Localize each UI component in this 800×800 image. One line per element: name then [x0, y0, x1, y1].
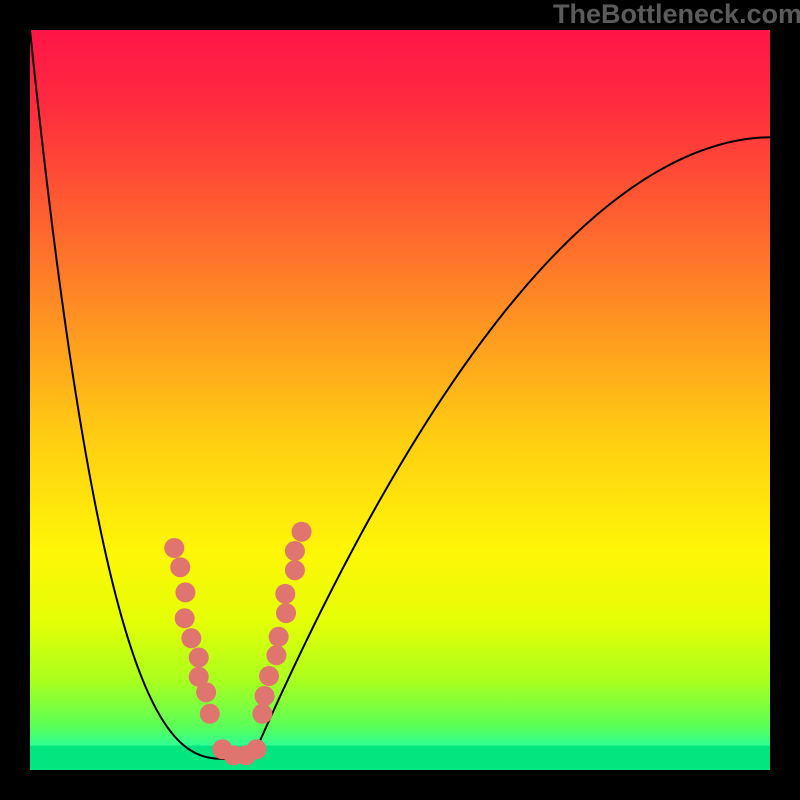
marker-right-0 [252, 704, 272, 724]
marker-right-6 [275, 584, 295, 604]
plot-gradient-background [30, 30, 770, 770]
marker-right-2 [259, 666, 279, 686]
marker-left-3 [175, 608, 195, 628]
watermark-text: TheBottleneck.com [553, 0, 800, 30]
marker-right-3 [266, 645, 286, 665]
marker-right-1 [255, 686, 275, 706]
marker-right-7 [285, 560, 305, 580]
marker-left-5 [189, 648, 209, 668]
marker-left-4 [181, 628, 201, 648]
marker-left-1 [170, 557, 190, 577]
marker-left-2 [175, 582, 195, 602]
marker-right-9 [292, 522, 312, 542]
marker-left-7 [196, 682, 216, 702]
chart-svg [0, 0, 800, 800]
marker-left-0 [164, 538, 184, 558]
marker-left-8 [200, 704, 220, 724]
marker-right-5 [276, 603, 296, 623]
marker-right-4 [269, 627, 289, 647]
marker-bottom-3 [246, 739, 266, 759]
bottom-green-band [30, 746, 770, 770]
marker-right-8 [285, 541, 305, 561]
